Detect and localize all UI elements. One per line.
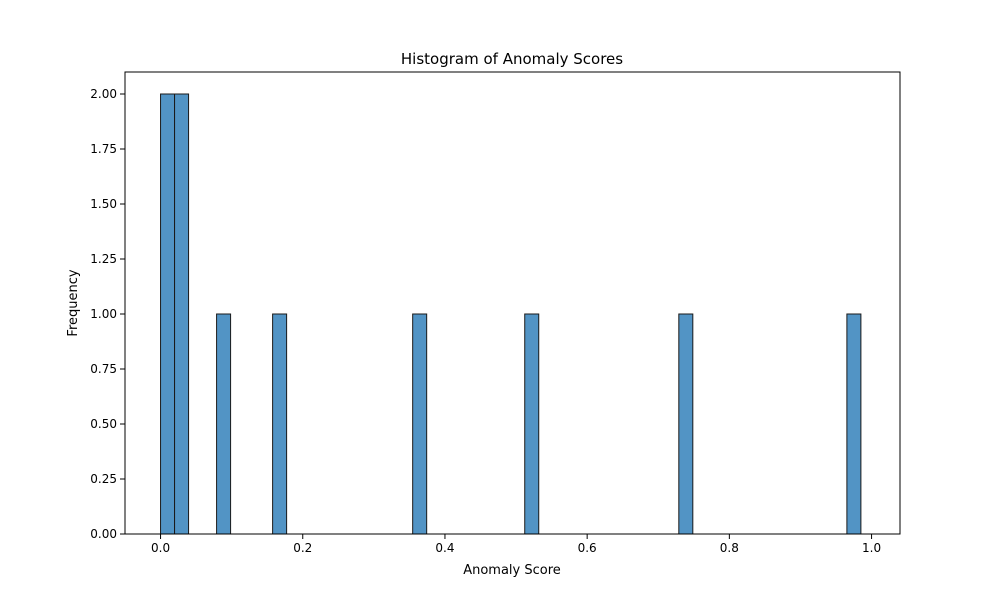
y-tick-label: 0.25 xyxy=(90,472,117,486)
x-axis-label: Anomaly Score xyxy=(463,563,561,578)
histogram-bar-2 xyxy=(216,313,232,535)
plot-frame xyxy=(124,71,901,535)
y-axis-label: Frequency xyxy=(66,269,81,336)
histogram-bar-1 xyxy=(174,93,190,535)
bars-group xyxy=(160,93,862,535)
y-tick-label: 1.25 xyxy=(90,252,117,266)
histogram-bar-7 xyxy=(846,313,862,535)
y-tick-label: 0.75 xyxy=(90,362,117,376)
x-tick-label: 0.0 xyxy=(151,541,170,555)
y-tick-label: 1.50 xyxy=(90,197,117,211)
x-tick-label: 0.2 xyxy=(293,541,312,555)
histogram-bar-5 xyxy=(524,313,540,535)
histogram-bar-3 xyxy=(272,313,288,535)
y-axis: 0.00 0.25 0.50 0.75 1.00 1.25 1.50 1.75 2.00 xyxy=(90,87,125,541)
chart-title: Histogram of Anomaly Scores xyxy=(401,50,623,68)
x-tick-label: 1.0 xyxy=(862,541,881,555)
x-axis: 0.0 0.2 0.4 0.6 0.8 1.0 xyxy=(151,534,881,555)
x-tick-label: 0.4 xyxy=(435,541,454,555)
x-tick-label: 0.8 xyxy=(720,541,739,555)
y-tick-label: 0.50 xyxy=(90,417,117,431)
y-tick-label: 2.00 xyxy=(90,87,117,101)
histogram-bar-4 xyxy=(412,313,428,535)
y-tick-label: 0.00 xyxy=(90,527,117,541)
y-tick-label: 1.00 xyxy=(90,307,117,321)
histogram-bar-0 xyxy=(160,93,176,535)
x-tick-label: 0.6 xyxy=(578,541,597,555)
histogram-bar-6 xyxy=(678,313,694,535)
y-tick-label: 1.75 xyxy=(90,142,117,156)
